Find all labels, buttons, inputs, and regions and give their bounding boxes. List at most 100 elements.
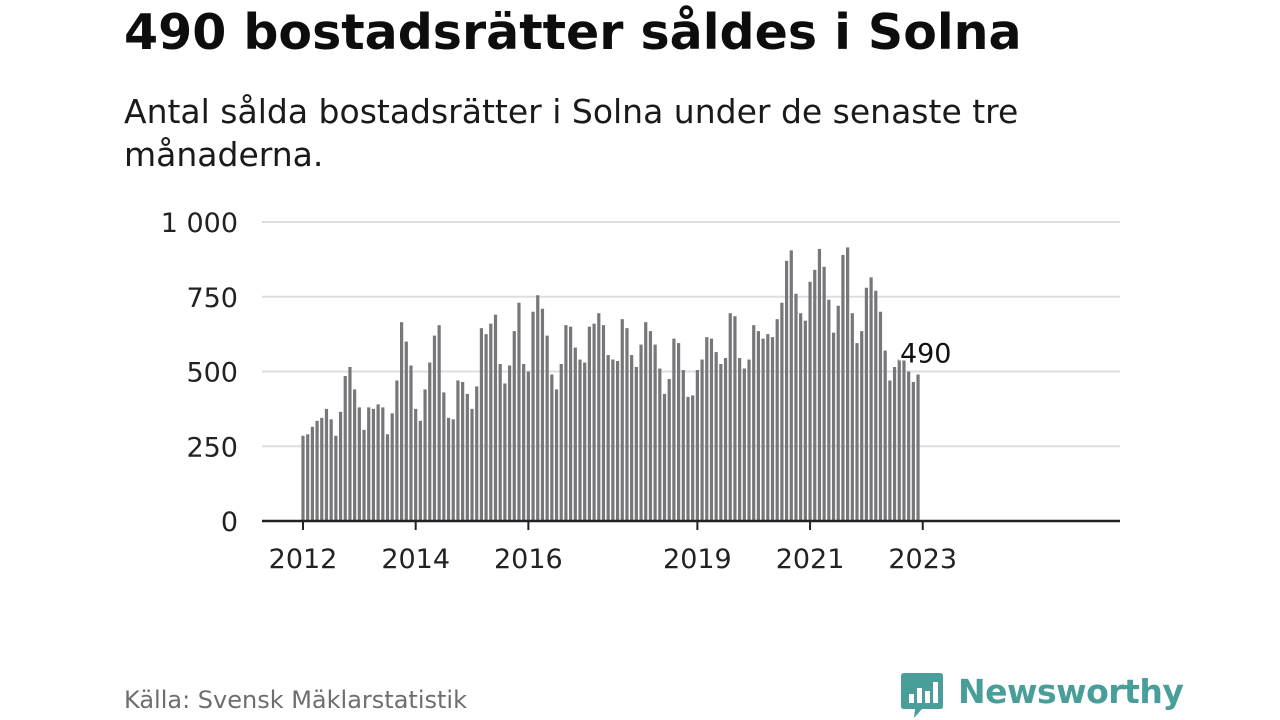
bar bbox=[667, 378, 671, 521]
bar bbox=[338, 411, 343, 521]
bar bbox=[418, 420, 422, 521]
bar bbox=[733, 316, 737, 521]
bar bbox=[766, 334, 770, 522]
bar bbox=[888, 380, 892, 521]
bar bbox=[526, 371, 530, 521]
bar bbox=[625, 328, 629, 521]
bar bbox=[634, 367, 638, 521]
bar bbox=[855, 343, 859, 521]
bar bbox=[306, 434, 310, 521]
x-tick-label: 2014 bbox=[381, 544, 450, 575]
bar bbox=[686, 396, 690, 521]
bar bbox=[484, 334, 488, 522]
bar bbox=[916, 374, 920, 521]
bar bbox=[437, 325, 441, 521]
bars bbox=[301, 247, 920, 522]
bar bbox=[827, 299, 831, 521]
bar bbox=[803, 320, 807, 521]
bar bbox=[324, 408, 329, 522]
bar bbox=[456, 380, 460, 521]
bar bbox=[846, 247, 850, 521]
bar bbox=[409, 365, 413, 521]
bar bbox=[658, 368, 662, 521]
x-tick-label: 2021 bbox=[776, 544, 845, 575]
bar bbox=[841, 254, 845, 521]
bar bbox=[315, 420, 319, 521]
bar bbox=[554, 389, 559, 521]
bar bbox=[400, 322, 404, 521]
bar bbox=[677, 343, 681, 521]
bar bbox=[531, 311, 535, 521]
x-tick-label: 2012 bbox=[269, 544, 338, 575]
bar bbox=[489, 323, 493, 521]
bar-chart: 0 250 500 750 1 000 2012 2014 2016 2019 2021 2023… bbox=[161, 208, 1120, 575]
bar bbox=[902, 359, 906, 521]
bar bbox=[709, 338, 714, 521]
bar bbox=[559, 364, 563, 521]
bar bbox=[301, 435, 305, 521]
bar bbox=[878, 311, 883, 521]
bar bbox=[775, 319, 779, 521]
x-tick-label: 2016 bbox=[494, 544, 563, 575]
bar bbox=[353, 389, 357, 521]
bar bbox=[742, 368, 746, 521]
bar bbox=[662, 393, 667, 521]
bar bbox=[836, 305, 840, 521]
bar bbox=[334, 435, 338, 521]
bar bbox=[799, 313, 803, 521]
bar bbox=[395, 380, 399, 521]
bar bbox=[310, 426, 314, 521]
bar bbox=[761, 338, 765, 521]
bar bbox=[461, 381, 465, 521]
bar bbox=[540, 308, 545, 521]
bar bbox=[911, 381, 915, 521]
bar bbox=[738, 358, 742, 521]
bar bbox=[672, 338, 676, 521]
source-note: Källa: Svensk Mäklarstatistik bbox=[124, 686, 467, 714]
newsworthy-logo-icon bbox=[901, 673, 943, 718]
bar bbox=[794, 293, 798, 521]
bar bbox=[381, 407, 385, 521]
bar bbox=[897, 359, 901, 521]
bar bbox=[644, 322, 648, 521]
bar bbox=[822, 266, 826, 521]
bar bbox=[615, 361, 620, 521]
bar bbox=[371, 408, 376, 522]
bar bbox=[723, 358, 728, 521]
bar bbox=[503, 383, 507, 521]
bar bbox=[465, 393, 469, 521]
bar bbox=[620, 319, 624, 521]
brand-name: Newsworthy bbox=[958, 672, 1184, 711]
bar bbox=[681, 370, 685, 521]
bar bbox=[569, 326, 573, 521]
bar bbox=[536, 295, 540, 521]
chart-subtitle: Antal sålda bostadsrätter i Solna under … bbox=[124, 92, 1019, 174]
bar bbox=[789, 250, 793, 521]
x-tick-label: 2023 bbox=[888, 544, 957, 575]
bar bbox=[493, 314, 498, 521]
bar bbox=[780, 302, 784, 521]
bar bbox=[446, 417, 451, 521]
bar bbox=[770, 337, 775, 521]
bar bbox=[343, 375, 347, 521]
bar bbox=[850, 313, 854, 521]
bar bbox=[630, 355, 634, 521]
bar bbox=[756, 331, 761, 521]
bar bbox=[705, 337, 709, 521]
bar bbox=[320, 417, 324, 521]
highlight-value-label: 490 bbox=[900, 338, 952, 369]
bar bbox=[817, 248, 822, 521]
bar bbox=[714, 352, 718, 521]
annotations: 490 bbox=[897, 336, 954, 372]
bar bbox=[404, 341, 408, 521]
x-tick-label: 2019 bbox=[663, 544, 732, 575]
bar bbox=[414, 408, 418, 522]
bar bbox=[592, 323, 596, 521]
bar bbox=[883, 350, 887, 521]
bar bbox=[573, 347, 577, 521]
bar bbox=[587, 326, 591, 521]
bar bbox=[691, 395, 695, 521]
bar bbox=[376, 404, 380, 521]
bar bbox=[864, 287, 868, 521]
grid-lines bbox=[262, 221, 1120, 448]
